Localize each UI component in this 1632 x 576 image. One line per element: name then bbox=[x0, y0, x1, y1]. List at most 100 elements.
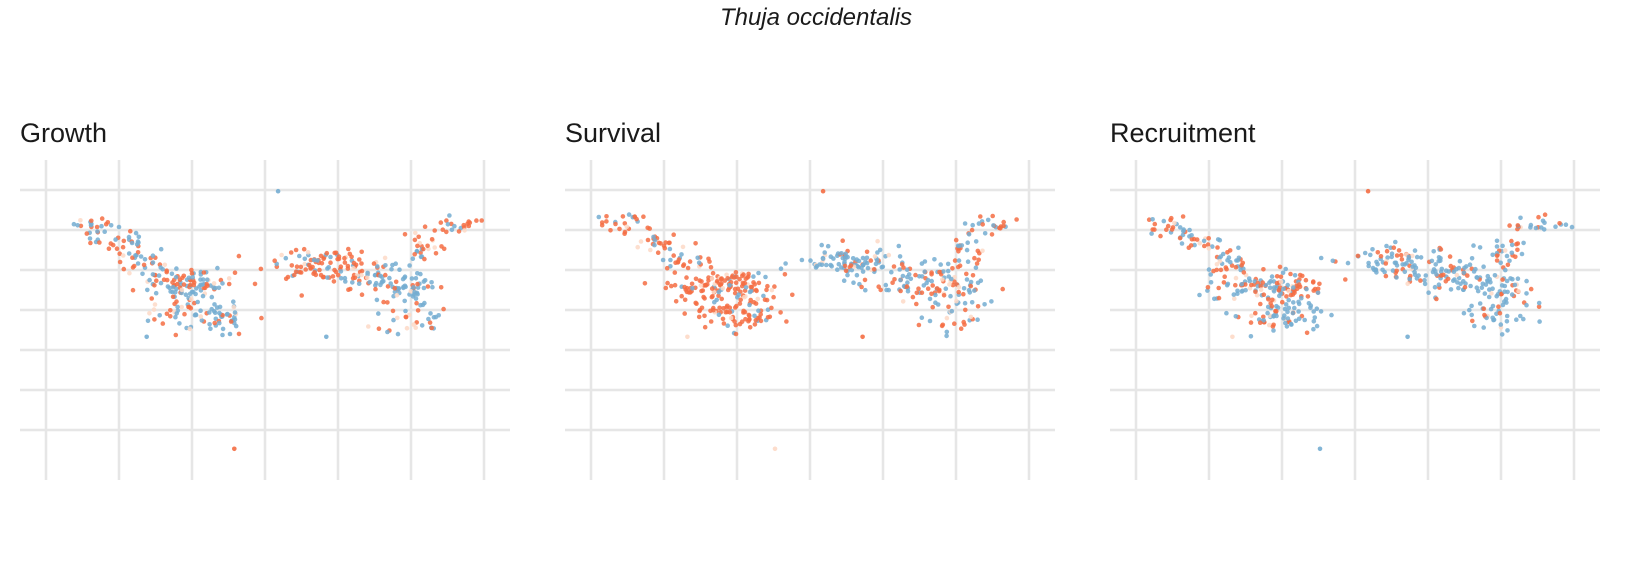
data-point bbox=[1528, 286, 1534, 292]
data-point bbox=[955, 264, 961, 270]
data-point bbox=[1231, 292, 1237, 297]
data-point bbox=[298, 270, 304, 275]
data-point bbox=[199, 318, 205, 323]
data-point bbox=[440, 227, 446, 232]
data-point bbox=[211, 281, 217, 286]
data-point bbox=[381, 299, 386, 305]
data-point bbox=[945, 268, 951, 274]
data-point bbox=[345, 263, 351, 269]
data-point bbox=[1431, 249, 1436, 254]
data-point bbox=[1149, 231, 1154, 236]
data-point bbox=[217, 304, 223, 310]
data-point bbox=[1515, 223, 1521, 228]
data-point bbox=[747, 289, 753, 295]
data-point bbox=[293, 247, 299, 253]
data-point bbox=[724, 272, 729, 278]
data-point bbox=[927, 318, 933, 324]
data-point bbox=[790, 292, 795, 298]
data-point bbox=[676, 257, 682, 262]
data-point bbox=[728, 315, 734, 321]
data-point bbox=[332, 267, 337, 273]
data-point bbox=[1385, 255, 1390, 260]
data-point bbox=[1416, 273, 1421, 278]
data-point bbox=[1500, 277, 1505, 282]
data-point bbox=[1494, 311, 1499, 317]
data-point bbox=[1537, 319, 1542, 324]
data-point bbox=[956, 258, 962, 263]
data-point bbox=[710, 270, 716, 276]
data-point bbox=[231, 299, 236, 304]
data-point bbox=[884, 287, 889, 293]
data-point bbox=[456, 229, 462, 234]
data-point bbox=[1458, 281, 1463, 287]
data-point bbox=[279, 252, 284, 258]
data-point bbox=[153, 290, 159, 296]
data-point bbox=[189, 271, 195, 276]
data-point bbox=[1248, 334, 1254, 339]
data-point bbox=[910, 294, 916, 300]
data-point bbox=[174, 266, 179, 271]
data-point bbox=[1398, 252, 1404, 258]
data-point bbox=[402, 274, 408, 279]
data-point bbox=[1438, 273, 1444, 278]
data-point bbox=[1270, 297, 1275, 303]
data-point bbox=[1317, 446, 1323, 452]
data-point bbox=[375, 264, 380, 269]
data-point bbox=[1504, 319, 1510, 324]
data-point bbox=[1497, 310, 1503, 316]
data-point bbox=[1230, 334, 1235, 340]
data-point bbox=[1255, 280, 1261, 286]
data-point bbox=[138, 254, 144, 259]
data-point bbox=[696, 260, 702, 265]
data-point bbox=[179, 287, 185, 293]
data-point bbox=[409, 276, 415, 281]
data-point bbox=[1283, 320, 1288, 326]
data-point bbox=[742, 294, 747, 300]
data-point bbox=[673, 260, 678, 265]
data-point bbox=[158, 280, 164, 286]
data-point bbox=[1233, 275, 1239, 281]
data-point bbox=[746, 318, 751, 324]
data-point bbox=[948, 293, 953, 299]
data-point bbox=[1502, 248, 1508, 253]
data-point bbox=[1528, 222, 1534, 228]
data-point bbox=[333, 250, 339, 256]
data-point bbox=[373, 280, 379, 286]
data-point bbox=[935, 302, 941, 307]
data-point bbox=[991, 223, 996, 228]
data-point bbox=[968, 314, 974, 320]
data-point bbox=[1260, 280, 1265, 285]
data-point bbox=[769, 287, 775, 293]
data-point bbox=[156, 273, 162, 278]
data-point bbox=[1462, 285, 1468, 290]
data-point bbox=[965, 240, 970, 245]
data-point bbox=[969, 300, 975, 305]
data-point bbox=[682, 297, 688, 303]
data-point bbox=[908, 276, 914, 282]
data-point bbox=[1481, 325, 1486, 330]
data-point bbox=[410, 294, 416, 299]
data-point bbox=[820, 256, 826, 262]
data-point bbox=[854, 257, 860, 262]
data-point bbox=[709, 294, 715, 300]
data-point bbox=[864, 255, 870, 261]
data-point bbox=[859, 284, 864, 290]
data-point bbox=[1189, 237, 1195, 242]
data-point bbox=[1312, 315, 1318, 320]
data-point bbox=[140, 271, 145, 277]
data-point bbox=[872, 254, 878, 259]
data-point bbox=[839, 251, 844, 256]
data-point bbox=[1274, 309, 1279, 314]
panel-title: Growth bbox=[20, 118, 108, 148]
data-point bbox=[220, 281, 225, 286]
data-point bbox=[95, 229, 100, 234]
data-point bbox=[1414, 254, 1420, 260]
data-point bbox=[1438, 247, 1444, 252]
data-point bbox=[1315, 286, 1321, 292]
data-point bbox=[1469, 303, 1474, 309]
data-point bbox=[725, 287, 731, 293]
data-point bbox=[712, 299, 717, 305]
figure-title: Thuja occidentalis bbox=[719, 4, 913, 31]
data-point bbox=[656, 240, 662, 246]
data-point bbox=[1253, 289, 1258, 295]
